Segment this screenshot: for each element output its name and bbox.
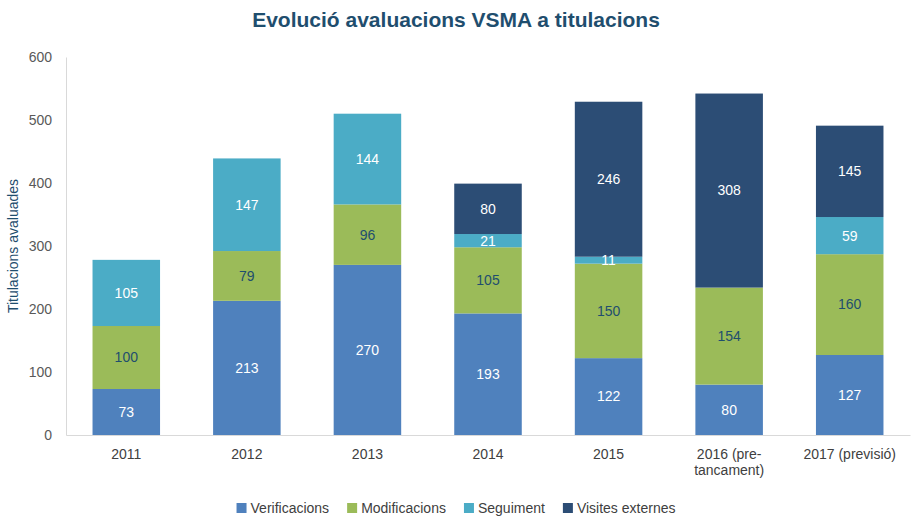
bar-segment: [213, 251, 281, 301]
bar-segment: [575, 102, 643, 257]
data-label: 79: [239, 268, 255, 284]
data-labels: 73 213 270 193 122 80 127 100 79 96 105 150 154 160 10…: [115, 151, 862, 420]
bar-segment: [575, 264, 643, 359]
bar-segment: [575, 358, 643, 435]
legend-swatch: [464, 503, 474, 513]
bar-segment: [213, 301, 281, 435]
y-tick-label: 600: [29, 49, 53, 65]
x-axis: 2011 2012 2013 2014 2015 2016 (pre-tancament)…: [67, 435, 911, 478]
x-tick-label: 2015: [593, 446, 624, 462]
data-label: 154: [717, 328, 741, 344]
data-label: 122: [597, 388, 621, 404]
bar-segment: [695, 288, 763, 385]
y-tick: 600: [29, 49, 66, 65]
data-label: 160: [838, 296, 862, 312]
data-label: 147: [235, 197, 259, 213]
y-tick-label: 500: [29, 112, 53, 128]
bar-segment: [454, 313, 522, 435]
data-label: 127: [838, 387, 862, 403]
data-label: 145: [838, 163, 862, 179]
x-tick: 2017 (previsió): [803, 435, 896, 462]
bar-segment: [816, 254, 884, 355]
legend: Verificacions Modificacions Seguiment Visit…: [237, 500, 676, 516]
y-axis-line: [66, 58, 67, 436]
legend-item: Verificacions: [237, 500, 330, 516]
data-label: 73: [118, 404, 134, 420]
data-label: 105: [476, 272, 500, 288]
bar-segment: [93, 389, 161, 435]
y-tick: 400: [29, 175, 66, 191]
y-tick-label: 400: [29, 175, 53, 191]
data-label: 144: [356, 151, 380, 167]
y-axis: 0 100 200 300 400 500 600: [29, 49, 67, 443]
y-tick-label: 300: [29, 238, 53, 254]
chart: Evolució avaluacions VSMA a titulacions 0…: [0, 0, 912, 522]
data-label: 270: [356, 342, 380, 358]
x-tick: 2015: [593, 435, 624, 462]
y-tick: 0: [44, 427, 66, 443]
x-tick-label: 2017 (previsió): [803, 446, 896, 462]
legend-label: Seguiment: [478, 500, 545, 516]
y-tick: 100: [29, 364, 66, 380]
y-tick: 500: [29, 112, 66, 128]
x-axis-line: [67, 435, 911, 436]
legend-item: Visites externes: [563, 500, 676, 516]
x-tick: 2013: [352, 435, 383, 462]
legend-label: Modificacions: [361, 500, 446, 516]
y-axis-title: Titulacions avaluades: [5, 179, 21, 313]
bar-segment: [816, 126, 884, 217]
bar-segment: [213, 158, 281, 251]
x-tick: 2011: [111, 435, 141, 462]
bar-segment: [334, 114, 402, 205]
legend-label: Visites externes: [577, 500, 676, 516]
y-tick: 300: [29, 238, 66, 254]
x-tick-label: 2016 (pre-tancament): [694, 446, 764, 478]
data-label: 21: [480, 233, 496, 249]
x-tick: 2012: [231, 435, 262, 462]
data-label: 80: [721, 402, 737, 418]
bar-segment: [334, 265, 402, 435]
y-tick: 200: [29, 301, 66, 317]
bar-segment: [454, 184, 522, 234]
bar-segment: [816, 217, 884, 254]
data-label: 193: [476, 366, 500, 382]
x-tick-label: 2012: [231, 446, 262, 462]
data-label: 246: [597, 171, 621, 187]
legend-item: Modificacions: [347, 500, 446, 516]
title: Evolució avaluacions VSMA a titulacions: [252, 8, 660, 31]
bar-segment: [93, 326, 161, 389]
y-tick-label: 200: [29, 301, 53, 317]
bar-segment: [695, 385, 763, 435]
x-tick-label: 2011: [111, 446, 141, 462]
legend-swatch: [347, 503, 357, 513]
data-label: 59: [842, 228, 858, 244]
data-label: 105: [115, 285, 139, 301]
x-tick: 2016 (pre-tancament): [694, 435, 764, 478]
y-tick-label: 0: [44, 427, 52, 443]
x-tick: 2014: [472, 435, 503, 462]
bar-segment: [816, 355, 884, 435]
legend-label: Verificacions: [251, 500, 330, 516]
data-label: 80: [480, 201, 496, 217]
data-label: 96: [360, 227, 376, 243]
x-tick-label: 2014: [472, 446, 503, 462]
data-label: 213: [235, 360, 259, 376]
bar-segment: [93, 260, 161, 326]
y-tick-label: 100: [29, 364, 53, 380]
bar-segment: [334, 204, 402, 264]
bars: [93, 94, 884, 435]
bar-segment: [454, 247, 522, 313]
data-label: 150: [597, 303, 621, 319]
bar-segment: [695, 94, 763, 288]
data-label: 308: [717, 182, 741, 198]
legend-swatch: [563, 503, 573, 513]
legend-item: Seguiment: [464, 500, 545, 516]
legend-swatch: [237, 503, 247, 513]
data-label: 100: [115, 349, 139, 365]
x-tick-label: 2013: [352, 446, 383, 462]
data-label: 11: [601, 252, 616, 268]
